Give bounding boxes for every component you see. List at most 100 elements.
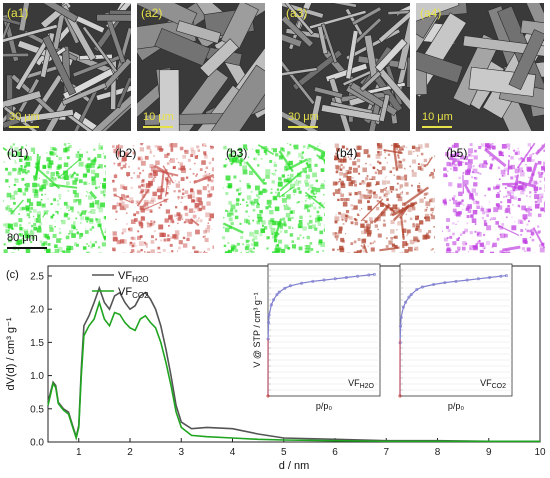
map-pixel (373, 194, 378, 199)
map-pixel (373, 192, 376, 195)
map-pixel (248, 216, 249, 217)
map-pixel (464, 180, 469, 185)
map-pixel (455, 224, 456, 225)
map-pixel (397, 154, 399, 156)
map-pixel (419, 183, 420, 184)
map-pixel (48, 160, 51, 163)
map-pixel (199, 201, 203, 205)
map-pixel (290, 144, 292, 146)
map-pixel (444, 238, 448, 242)
map-pixel (305, 183, 309, 187)
map-pixel (148, 173, 153, 178)
map-pixel (206, 167, 208, 169)
map-pixel (464, 229, 468, 233)
map-pixel (277, 194, 280, 197)
map-pixel (224, 245, 226, 247)
map-pixel (336, 171, 339, 174)
map-pixel (133, 172, 134, 173)
map-pixel (192, 196, 195, 199)
map-pixel (236, 203, 239, 206)
map-pixel (318, 242, 322, 246)
map-pixel (484, 220, 487, 223)
map-pixel (43, 241, 47, 245)
map-pixel (271, 148, 273, 150)
map-pixel (376, 181, 380, 185)
map-pixel (113, 188, 117, 192)
map-pixel (317, 146, 318, 147)
map-pixel (153, 155, 155, 157)
map-pixel (371, 247, 375, 251)
element-map-b1: (b1) 80 μm (3, 143, 106, 253)
map-pixel (443, 167, 446, 170)
map-pixel (350, 171, 352, 173)
map-pixel (361, 231, 365, 235)
map-pixel (462, 161, 464, 163)
map-pixel (292, 227, 293, 228)
map-pixel (98, 186, 100, 188)
map-pixel (46, 249, 51, 253)
map-pixel (280, 230, 282, 232)
map-pixel (386, 176, 387, 177)
map-pixel (358, 215, 359, 216)
map-pixel (180, 162, 183, 165)
map-pixel (341, 184, 343, 186)
map-pixel (186, 177, 188, 179)
map-pixel (349, 167, 352, 170)
map-pixel (302, 226, 306, 230)
map-pixel (19, 207, 23, 211)
map-pixel (41, 199, 43, 201)
map-pixel (402, 148, 404, 150)
map-pixel (91, 170, 95, 174)
map-pixel (434, 155, 435, 157)
map-pixel (114, 175, 117, 178)
map-pixel (132, 237, 135, 240)
map-pixel (468, 251, 469, 252)
map-pixel (455, 250, 458, 253)
map-pixel (452, 241, 456, 245)
map-pixel (307, 249, 311, 253)
map-pixel (506, 216, 508, 218)
map-pixel (104, 155, 106, 158)
map-pixel (95, 218, 97, 220)
map-pixel (130, 252, 133, 253)
map-pixel (186, 238, 189, 241)
map-pixel (406, 192, 409, 195)
map-pixel (518, 205, 520, 207)
map-pixel (196, 219, 199, 222)
map-pixel (190, 188, 193, 191)
map-pixel (515, 169, 520, 174)
map-pixel (346, 215, 349, 218)
map-pixel (210, 213, 214, 218)
map-pixel (367, 155, 370, 158)
y-tick-label: 0.5 (30, 404, 44, 415)
map-pixel (490, 252, 494, 253)
map-pixel (159, 233, 163, 237)
map-pixel (374, 241, 376, 243)
map-pixel (30, 207, 33, 210)
map-pixel (125, 204, 129, 208)
map-pixel (8, 226, 10, 228)
map-pixel (319, 206, 321, 208)
map-pixel (307, 223, 310, 226)
map-pixel (76, 174, 78, 176)
map-pixel (65, 213, 68, 216)
map-pixel (334, 216, 339, 221)
map-pixel (512, 204, 513, 205)
map-pixel (194, 211, 195, 212)
map-pixel (283, 221, 285, 223)
map-pixel (273, 196, 278, 201)
map-streak (401, 217, 403, 240)
map-pixel (26, 208, 30, 212)
map-pixel (95, 241, 97, 243)
map-pixel (57, 203, 59, 205)
map-pixel (92, 159, 96, 163)
map-pixel (144, 202, 148, 206)
map-pixel (105, 228, 106, 231)
map-pixel (68, 145, 71, 148)
map-pixel (32, 183, 37, 188)
map-pixel (292, 217, 294, 219)
map-pixel (444, 202, 447, 205)
map-pixel (158, 224, 163, 229)
map-pixel (162, 197, 163, 198)
map-pixel (18, 168, 22, 172)
